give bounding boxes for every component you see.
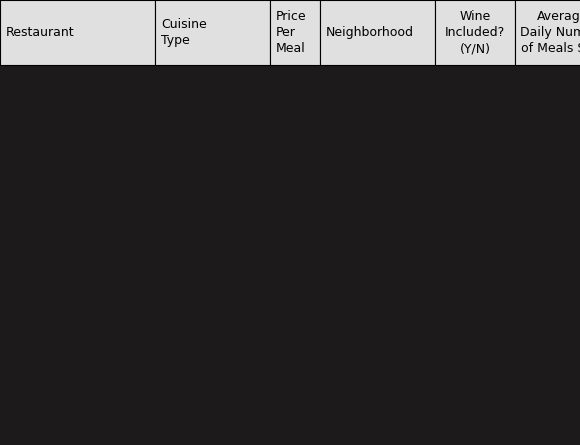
Text: Wine
Included?
(Y/N): Wine Included? (Y/N) bbox=[445, 10, 505, 55]
Text: Average
Daily Number
of Meals Sold: Average Daily Number of Meals Sold bbox=[520, 10, 580, 55]
Bar bbox=[435, 0, 515, 65]
Text: Restaurant: Restaurant bbox=[6, 26, 75, 39]
Text: Price
Per
Meal: Price Per Meal bbox=[276, 10, 307, 55]
Bar bbox=[155, 0, 270, 65]
Bar bbox=[320, 0, 435, 65]
Text: Neighborhood: Neighborhood bbox=[326, 26, 414, 39]
Bar bbox=[270, 0, 320, 65]
Bar bbox=[515, 0, 580, 65]
Text: Cuisine
Type: Cuisine Type bbox=[161, 18, 206, 47]
Bar bbox=[0, 0, 155, 65]
